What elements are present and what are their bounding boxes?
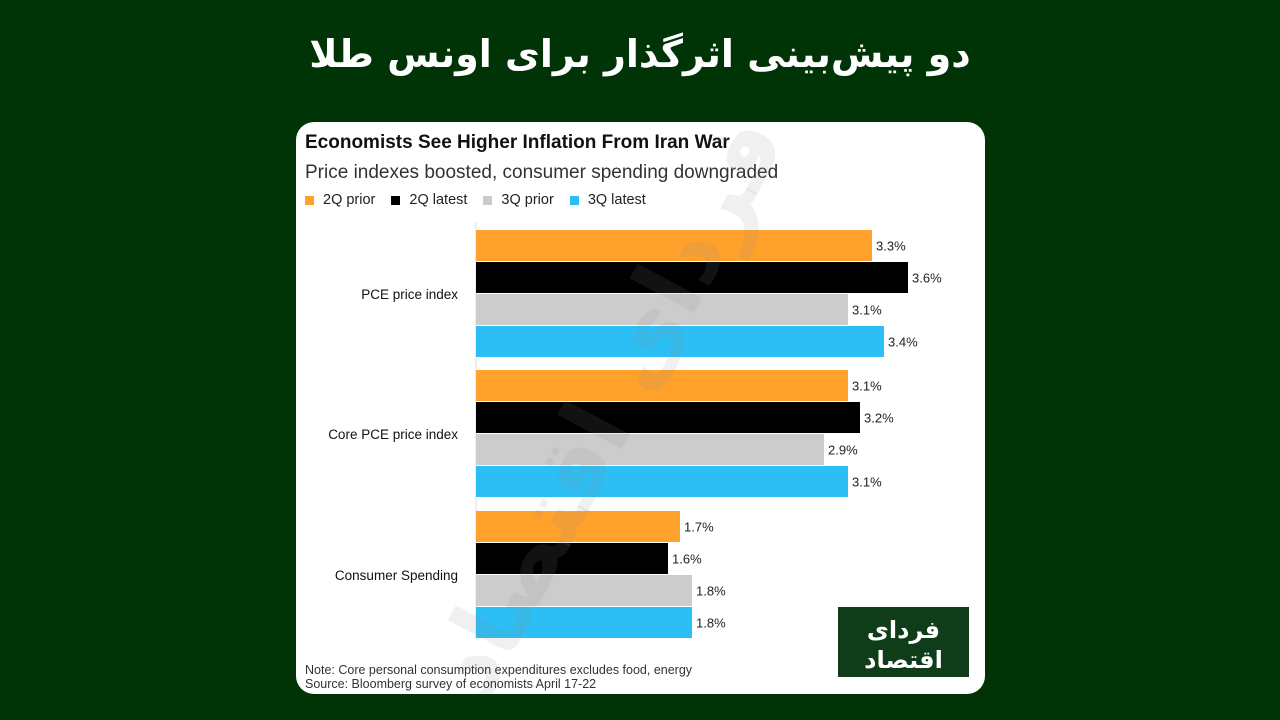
bar-core-pce-price-index-2q-latest <box>476 402 860 433</box>
data-label-pce-price-index-3q-prior: 3.1% <box>852 303 882 318</box>
page-heading: دو پیش‌بینی اثرگذار برای اونس طلا <box>309 32 971 76</box>
legend-item-2q-prior: 2Q prior <box>305 192 375 208</box>
bar-core-pce-price-index-3q-latest <box>476 466 848 497</box>
legend-label-3q-prior: 3Q prior <box>501 192 554 208</box>
legend-label-2q-latest: 2Q latest <box>409 192 468 208</box>
legend-swatch-3q-latest <box>569 195 579 205</box>
data-label-pce-price-index-3q-latest: 3.4% <box>888 335 918 350</box>
chart-legend: 2Q prior 2Q latest 3Q prior 3Q latest <box>305 192 662 208</box>
legend-item-3q-prior: 3Q prior <box>483 192 554 208</box>
bar-pce-price-index-3q-latest <box>476 326 884 357</box>
chart-subtitle: Price indexes boosted, consumer spending… <box>305 162 779 183</box>
legend-item-3q-latest: 3Q latest <box>569 192 646 208</box>
legend-item-2q-latest: 2Q latest <box>391 192 467 208</box>
bar-pce-price-index-2q-prior <box>476 230 872 261</box>
logo-sub-text: رسانه تصویری روندهای اقتصادی <box>842 681 965 691</box>
bar-consumer-spending-3q-latest <box>476 607 692 638</box>
data-label-core-pce-price-index-2q-prior: 3.1% <box>852 379 882 394</box>
legend-swatch-3q-prior <box>483 195 493 205</box>
bar-core-pce-price-index-2q-prior <box>476 370 848 401</box>
data-label-consumer-spending-3q-latest: 1.8% <box>696 616 726 631</box>
legend-label-3q-latest: 3Q latest <box>587 192 646 208</box>
data-label-core-pce-price-index-3q-prior: 2.9% <box>828 443 858 458</box>
data-label-core-pce-price-index-3q-latest: 3.1% <box>852 475 882 490</box>
chart-title: Economists See Higher Inflation From Ira… <box>305 132 730 153</box>
chart-note: Note: Core personal consumption expendit… <box>305 663 693 677</box>
data-label-consumer-spending-3q-prior: 1.8% <box>696 584 726 599</box>
bar-pce-price-index-2q-latest <box>476 262 908 293</box>
bar-consumer-spending-2q-prior <box>476 511 680 542</box>
data-label-pce-price-index-2q-prior: 3.3% <box>876 239 906 254</box>
bar-consumer-spending-2q-latest <box>476 543 668 574</box>
data-label-consumer-spending-2q-latest: 1.6% <box>672 552 702 567</box>
chart-source: Source: Bloomberg survey of economists A… <box>305 677 597 691</box>
logo-main-text: فردای اقتصاد <box>864 616 943 674</box>
category-label-pce-price-index: PCE price index <box>361 287 458 302</box>
legend-label-2q-prior: 2Q prior <box>323 192 376 208</box>
bar-consumer-spending-3q-prior <box>476 575 692 606</box>
data-label-consumer-spending-2q-prior: 1.7% <box>684 520 714 535</box>
chart-notes: Note: Core personal consumption expendit… <box>305 663 692 691</box>
chart-card: Economists See Higher Inflation From Ira… <box>296 122 985 694</box>
brand-logo: فردای اقتصاد رسانه تصویری روندهای اقتصاد… <box>836 605 971 691</box>
category-label-consumer-spending: Consumer Spending <box>335 568 458 583</box>
bar-pce-price-index-3q-prior <box>476 294 848 325</box>
data-label-core-pce-price-index-2q-latest: 3.2% <box>864 411 894 426</box>
legend-swatch-2q-latest <box>391 195 401 205</box>
category-label-core-pce-price-index: Core PCE price index <box>328 427 458 442</box>
bar-chart: PCE price index 3.3% 3.6% 3.1% 3.4% Core PCE … <box>328 222 942 639</box>
data-label-pce-price-index-2q-latest: 3.6% <box>912 271 942 286</box>
legend-swatch-2q-prior <box>305 195 314 205</box>
bar-core-pce-price-index-3q-prior <box>476 434 824 465</box>
